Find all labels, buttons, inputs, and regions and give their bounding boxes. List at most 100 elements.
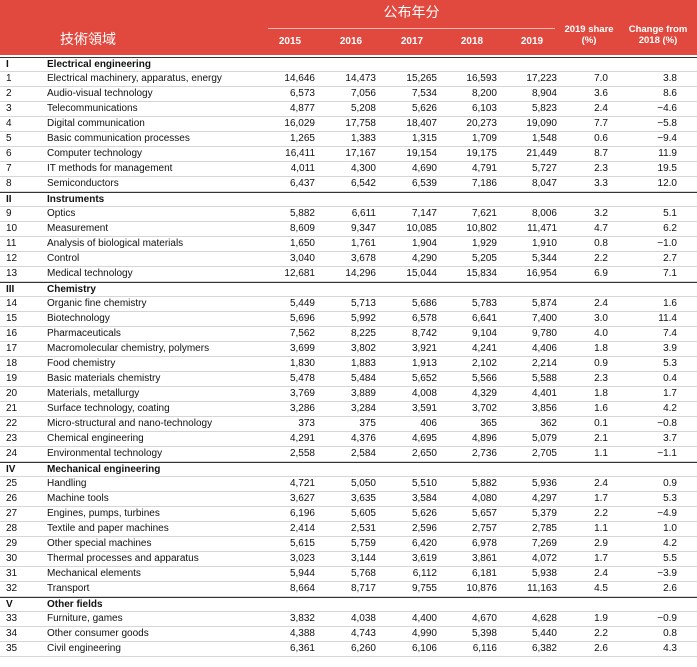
row-number: 24 [6,448,18,459]
row-name: Measurement [47,223,109,234]
row-number: 19 [6,373,18,384]
cell-value: 6,978 [471,538,497,549]
cell-value: 2.2 [594,628,608,639]
data-row: 24 Environmental technology 2,558 2,584 2,65… [0,447,697,462]
cell-value: 4,241 [471,343,497,354]
cell-value: 3.8 [663,73,677,84]
cell-value: 11.4 [658,313,677,324]
cell-value: 6,361 [289,643,315,654]
cell-value: 2.6 [663,583,677,594]
cell-value: 0.8 [663,628,677,639]
cell-value: 8,200 [471,88,497,99]
data-row: 10 Measurement 8,609 9,347 10,085 10,802 11,47… [0,222,697,237]
cell-value: 3,678 [350,253,376,264]
cell-value: 2,757 [471,523,497,534]
cell-value: 5,938 [531,568,557,579]
cell-value: 3,699 [289,343,315,354]
section-name: Mechanical engineering [47,464,161,475]
data-row: 19 Basic materials chemistry 5,478 5,484 5,6… [0,372,697,387]
cell-value: 6,382 [531,643,557,654]
cell-value: 16,954 [526,268,557,279]
cell-value: 1,548 [531,133,557,144]
cell-value: 3,856 [531,403,557,414]
section-row: I Electrical engineering [0,57,697,72]
cell-value: 2.2 [594,253,608,264]
row-number: 33 [6,613,18,624]
section-name: Other fields [47,599,103,610]
row-number: 8 [6,178,12,189]
cell-value: 6,611 [351,208,376,219]
cell-value: 15,044 [406,268,437,279]
field-header: 技術領域 [60,32,116,48]
cell-value: 3,802 [350,343,376,354]
data-row: 29 Other special machines 5,615 5,759 6,420 6… [0,537,697,552]
data-row: 35 Civil engineering 6,361 6,260 6,106 6,116 6… [0,642,697,657]
cell-value: 5,344 [531,253,557,264]
cell-value: 5,588 [531,373,557,384]
data-row: 16 Pharmaceuticals 7,562 8,225 8,742 9,104 9,7… [0,327,697,342]
row-number: 29 [6,538,18,549]
cell-value: 1,904 [411,238,437,249]
section-row: II Instruments [0,192,697,207]
cell-value: 4,877 [289,103,315,114]
cell-value: 5,992 [350,313,376,324]
cell-value: 19,175 [466,148,497,159]
cell-value: 10,085 [406,223,437,234]
cell-value: 1.9 [594,613,608,624]
cell-value: 2,596 [411,523,437,534]
cell-value: 8,664 [289,583,315,594]
cell-value: 2,531 [350,523,376,534]
cell-value: 7.1 [663,268,677,279]
row-name: Micro-structural and nano-technology [47,418,213,429]
cell-value: 1,709 [471,133,497,144]
row-number: 17 [6,343,18,354]
row-name: Basic communication processes [47,133,190,144]
cell-value: 17,758 [345,118,376,129]
data-row: 34 Other consumer goods 4,388 4,743 4,990 5,3… [0,627,697,642]
cell-value: 5.1 [663,208,677,219]
cell-value: 5,874 [531,298,557,309]
cell-value: 5,882 [471,478,497,489]
cell-value: 9,780 [531,328,557,339]
cell-value: 4,401 [531,388,557,399]
cell-value: 3,769 [289,388,315,399]
data-row: 1 Electrical machinery, apparatus, energy… [0,72,697,87]
cell-value: 3,286 [289,403,315,414]
cell-value: 6.2 [663,223,677,234]
row-number: 30 [6,553,18,564]
row-number: 12 [6,253,18,264]
cell-value: 6,106 [411,643,437,654]
cell-value: 406 [420,418,437,429]
row-name: Audio-visual technology [47,88,153,99]
cell-value: 3,861 [471,553,497,564]
cell-value: 6.9 [594,268,608,279]
cell-value: 0.9 [594,358,608,369]
cell-value: 365 [480,418,497,429]
data-row: 12 Control 3,040 3,678 4,290 5,205 5,344 2.2 2.7 [0,252,697,267]
row-number: 5 [6,133,12,144]
cell-value: 7,534 [411,88,437,99]
cell-value: 1,910 [531,238,557,249]
row-number: 27 [6,508,18,519]
cell-value: 1.1 [594,448,608,459]
cell-value: 5,713 [350,298,376,309]
cell-value: 1,929 [471,238,497,249]
cell-value: 5,686 [411,298,437,309]
cell-value: 12.0 [657,178,677,189]
data-row: 5 Basic communication processes 1,265 1,383… [0,132,697,147]
cell-value: 3,023 [289,553,315,564]
cell-value: 4,400 [411,613,437,624]
row-name: Optics [47,208,76,219]
row-name: Environmental technology [47,448,163,459]
data-row: 30 Thermal processes and apparatus 3,023 3,… [0,552,697,567]
row-number: 35 [6,643,18,654]
cell-value: 4,896 [471,433,497,444]
row-number: 25 [6,478,18,489]
cell-value: 5,727 [531,163,557,174]
row-name: Macromolecular chemistry, polymers [47,343,210,354]
row-number: 9 [6,208,12,219]
cell-value: 3,591 [411,403,437,414]
cell-value: −1.1 [657,448,677,459]
cell-value: −9.4 [657,133,677,144]
